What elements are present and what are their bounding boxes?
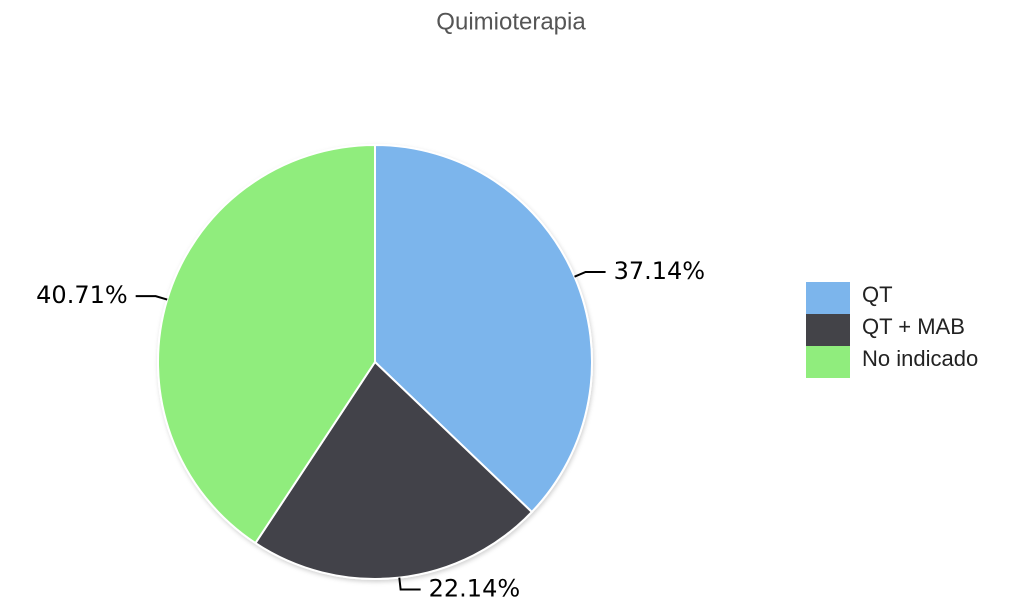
legend-swatch: [806, 314, 850, 346]
label-connector: [574, 271, 606, 278]
data-label: 40.71%: [36, 281, 128, 309]
pie: [157, 144, 593, 580]
legend-swatch: [806, 346, 850, 378]
label-connector: [398, 577, 421, 591]
label-connector: [135, 295, 168, 301]
legend-label: QT + MAB: [862, 314, 965, 339]
pie-slice: [254, 361, 533, 580]
pie-slice: [374, 144, 593, 513]
legend-label: No indicado: [862, 346, 978, 371]
data-label: 22.14%: [429, 575, 521, 603]
legend-label: QT: [862, 282, 893, 307]
legend-swatch: [806, 282, 850, 314]
data-label: 37.14%: [614, 257, 706, 285]
chart-title: Quimioterapia: [436, 8, 586, 35]
